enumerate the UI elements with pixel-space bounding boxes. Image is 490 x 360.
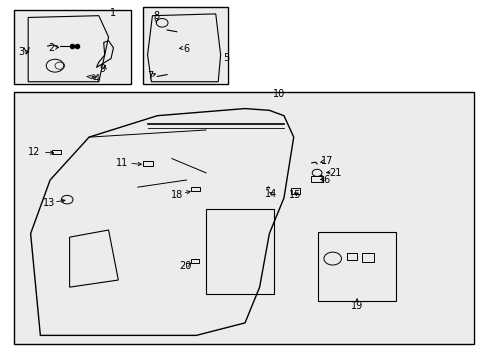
- Text: 17: 17: [320, 157, 333, 166]
- Bar: [143, 161, 153, 166]
- Bar: [144, 8, 227, 83]
- Bar: [318, 232, 396, 301]
- Text: 8: 8: [153, 12, 159, 21]
- Text: 18: 18: [171, 190, 183, 200]
- Text: 4: 4: [93, 74, 99, 84]
- Text: 1: 1: [110, 8, 117, 18]
- Text: 19: 19: [351, 301, 363, 311]
- Text: 12: 12: [28, 147, 41, 157]
- Text: 10: 10: [273, 89, 285, 99]
- Text: 15: 15: [289, 190, 301, 200]
- Text: 5: 5: [223, 53, 230, 63]
- Bar: [15, 93, 473, 343]
- Text: 9: 9: [99, 64, 105, 73]
- Text: 14: 14: [265, 189, 277, 199]
- Bar: [362, 253, 374, 262]
- Bar: [291, 188, 299, 194]
- Bar: [14, 10, 130, 84]
- Text: 13: 13: [43, 198, 55, 208]
- Bar: [192, 187, 200, 192]
- Bar: [14, 93, 474, 344]
- Bar: [347, 253, 357, 260]
- Bar: [311, 176, 323, 182]
- Text: 3: 3: [18, 47, 24, 57]
- Bar: [192, 259, 199, 263]
- Text: 2: 2: [49, 43, 55, 53]
- Bar: [15, 11, 129, 83]
- Polygon shape: [87, 75, 97, 79]
- Text: 7: 7: [147, 71, 153, 81]
- Text: 20: 20: [179, 261, 192, 271]
- Text: 16: 16: [319, 175, 332, 185]
- Bar: [51, 150, 61, 154]
- Text: 11: 11: [116, 158, 128, 168]
- Bar: [143, 7, 228, 84]
- Text: 6: 6: [183, 44, 190, 54]
- Bar: [319, 233, 395, 301]
- Text: 21: 21: [329, 168, 342, 178]
